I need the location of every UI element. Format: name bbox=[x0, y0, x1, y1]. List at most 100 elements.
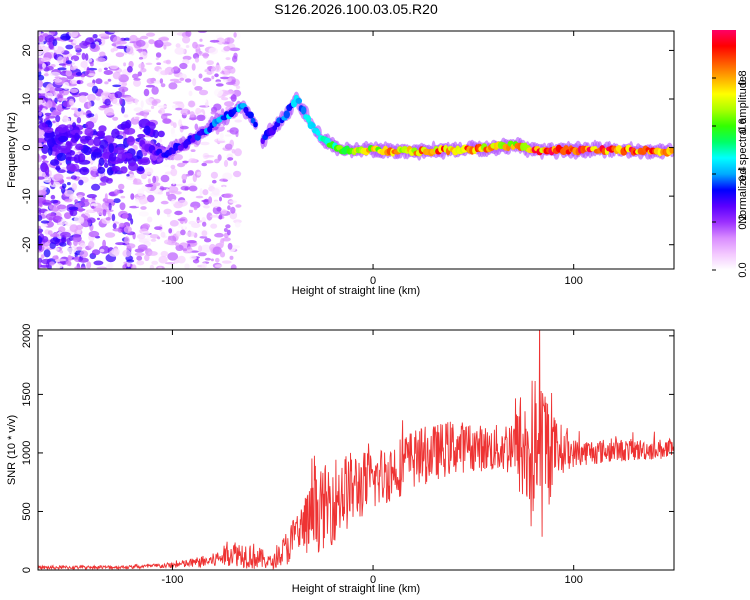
spectrogram-speckle bbox=[165, 188, 169, 192]
spectrogram-speckle bbox=[68, 241, 72, 246]
spectrogram-speckle bbox=[196, 66, 206, 72]
spectrogram-speckle bbox=[78, 92, 89, 97]
spectrogram-speckle bbox=[124, 236, 130, 245]
spectrogram-speckle bbox=[77, 207, 84, 213]
spectrogram-speckle bbox=[175, 107, 183, 111]
spectrogram-speckle bbox=[227, 205, 231, 211]
spectrogram-speckle bbox=[112, 71, 121, 80]
spectrogram-speckle bbox=[79, 266, 87, 269]
spectrogram-speckle bbox=[152, 182, 161, 187]
spectrogram-cluster bbox=[72, 122, 77, 128]
spectrogram-speckle bbox=[103, 67, 108, 71]
snr-y-ticks: 0 500 1000 1500 2000 bbox=[21, 324, 674, 573]
spectrogram-speckle bbox=[69, 79, 77, 85]
spectrogram-speckle bbox=[42, 154, 46, 161]
spectrogram-speckle bbox=[40, 220, 50, 224]
spectrogram-speckle bbox=[218, 214, 223, 220]
spectrogram-speckle bbox=[179, 62, 188, 70]
spectrogram-speckle bbox=[91, 183, 101, 191]
snr-x-ticks: -100 0 100 bbox=[161, 330, 583, 586]
snr-x-tick-label: -100 bbox=[161, 574, 183, 586]
spectrogram-speckle bbox=[56, 204, 67, 210]
spectrogram-speckle bbox=[86, 82, 96, 88]
spectrogram-speckle bbox=[163, 125, 173, 129]
spectrogram-speckle bbox=[41, 63, 47, 69]
spectrogram-speckle bbox=[164, 262, 176, 265]
spectrogram-speckle bbox=[233, 219, 242, 224]
spectrogram-speckle bbox=[74, 44, 82, 51]
spectrogram-speckle bbox=[158, 266, 162, 269]
spectrogram-cluster bbox=[70, 129, 83, 136]
spectrogram-speckle bbox=[135, 116, 140, 120]
snr-y-axis-label: SNR (10 * v/v) bbox=[6, 415, 18, 485]
spectrogram-speckle bbox=[145, 32, 156, 37]
spectrogram-speckle bbox=[126, 173, 130, 177]
spectrogram-speckle bbox=[88, 240, 95, 249]
spectrogram-speckle bbox=[230, 94, 237, 102]
spectrogram-speckle bbox=[132, 73, 139, 79]
spectrogram-speckle bbox=[53, 173, 64, 181]
spectrogram-cluster bbox=[83, 146, 92, 156]
spectrogram-speckle bbox=[49, 71, 61, 77]
spectrogram-speckle bbox=[145, 62, 153, 65]
spectrogram-speckle bbox=[172, 154, 183, 161]
spectrogram-speckle bbox=[201, 162, 207, 167]
spectrogram-cluster bbox=[108, 143, 115, 154]
spectrogram-speckle bbox=[202, 205, 210, 209]
spectrogram-speckle bbox=[99, 99, 103, 106]
spectrogram-speckle bbox=[38, 202, 43, 207]
spectrogram-speckle bbox=[202, 189, 209, 196]
spectrogram-speckle bbox=[78, 257, 89, 263]
spectrogram-speckle bbox=[55, 247, 60, 251]
spectrogram-speckle bbox=[76, 109, 85, 118]
spectrogram-speckle bbox=[94, 113, 99, 122]
spectrogram-speckle bbox=[57, 56, 64, 64]
spectrogram-speckle bbox=[65, 247, 77, 254]
spectrogram-speckle bbox=[177, 218, 186, 222]
spectrogram-speckle bbox=[172, 101, 184, 105]
spectrogram-speckle bbox=[121, 88, 125, 97]
spectrogram-cluster bbox=[157, 130, 165, 138]
spectrogram-speckle bbox=[44, 92, 54, 99]
spectrogram-speckle bbox=[143, 88, 150, 97]
spectrogram-cluster bbox=[75, 143, 84, 150]
spectrogram-cluster bbox=[84, 127, 94, 137]
spectrogram-speckle bbox=[38, 231, 43, 235]
spectrogram-speckle bbox=[114, 189, 120, 195]
spectrogram-cluster bbox=[117, 123, 128, 130]
spectrogram-cluster bbox=[93, 136, 101, 147]
snr-series-line bbox=[38, 330, 674, 570]
spectrogram-speckle bbox=[54, 78, 63, 83]
spectrogram-speckle bbox=[134, 252, 145, 256]
spectrogram-speckle bbox=[109, 65, 119, 70]
spectrogram-speckle bbox=[188, 220, 197, 225]
spectrogram-speckle bbox=[38, 214, 43, 222]
spectrogram-cluster bbox=[58, 135, 69, 143]
spectrogram-speckle bbox=[228, 200, 238, 204]
spectrogram-speckle bbox=[53, 215, 62, 223]
spectrogram-speckle bbox=[68, 31, 79, 38]
spectrogram-cluster bbox=[85, 121, 95, 130]
spectrogram-speckle bbox=[137, 71, 142, 77]
spectrogram-speckle bbox=[177, 255, 186, 264]
spectrogram-speckle bbox=[224, 65, 234, 70]
spectrogram-y-tick-label: -10 bbox=[21, 188, 33, 204]
spectrogram-speckle bbox=[119, 202, 126, 211]
spectrogram-speckle bbox=[134, 98, 138, 105]
spectrogram-speckle bbox=[64, 190, 74, 197]
spectrogram-speckle bbox=[121, 106, 125, 114]
spectrogram-speckle bbox=[155, 57, 159, 61]
spectrogram-speckle bbox=[151, 99, 158, 106]
spectrogram-speckle bbox=[192, 78, 197, 87]
colorbar-scale bbox=[712, 30, 736, 270]
spectrogram-speckle bbox=[79, 40, 90, 49]
spectrogram-speckle bbox=[171, 133, 177, 138]
spectrogram-speckle bbox=[68, 206, 79, 211]
spectrogram-speckle bbox=[38, 35, 44, 43]
spectrogram-speckle bbox=[180, 108, 191, 116]
spectrogram-speckle bbox=[225, 57, 231, 61]
spectrogram-speckle bbox=[204, 257, 212, 261]
spectrogram-speckle bbox=[44, 61, 51, 66]
spectrogram-speckle bbox=[90, 42, 96, 49]
